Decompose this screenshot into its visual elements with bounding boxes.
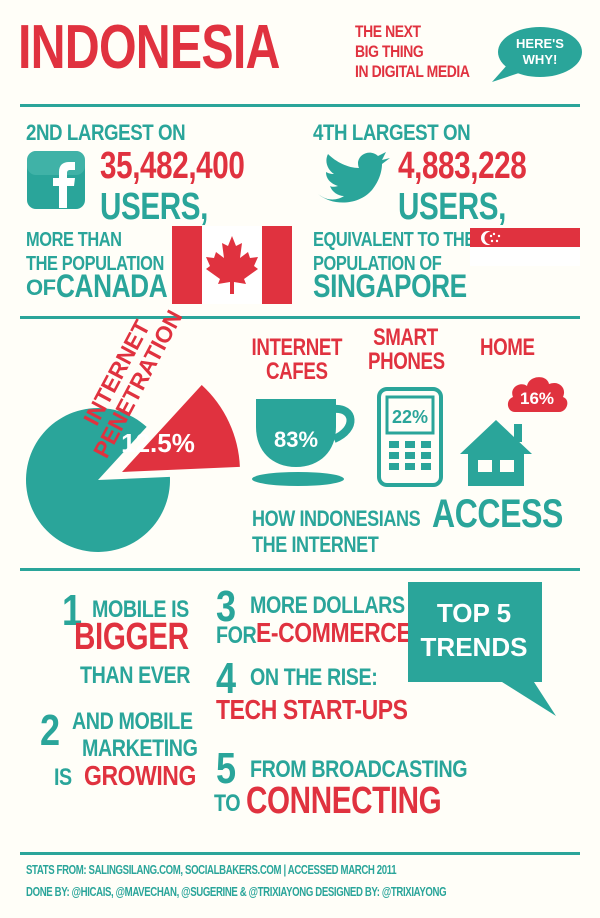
facebook-users-count: 35,482,400 xyxy=(100,145,245,187)
trend-5-line-b-prefix: TO xyxy=(214,790,241,817)
access-label-cafes-line-2: CAFES xyxy=(266,358,328,385)
access-caption: HOW INDONESIANS THE INTERNET xyxy=(252,506,421,558)
trend-3-line-b-prefix: FOR xyxy=(216,622,257,649)
trend-4-number: 4 xyxy=(216,654,236,703)
access-label-phones-line-1: SMART xyxy=(373,324,438,351)
facebook-comparison: MORE THAN THE POPULATION xyxy=(26,228,164,276)
twitter-comparison: EQUIVALENT TO THE POPULATION OF xyxy=(313,228,475,276)
access-label-home-line-1: HOME xyxy=(480,334,535,361)
facebook-icon xyxy=(27,151,85,209)
social-divider xyxy=(20,316,580,319)
access-label-cafes-line-1: INTERNET xyxy=(251,334,343,361)
internet-penetration-pie-chart: 12.5% xyxy=(26,385,240,552)
page-title: INDONESIA xyxy=(18,13,280,82)
tagline-line-2: BIG THING xyxy=(355,42,424,61)
access-value-cafes: 83% xyxy=(274,427,318,452)
trend-3-line-b: E-COMMERCE xyxy=(256,617,412,648)
trend-2-line-c-prefix: IS xyxy=(54,764,72,791)
header-divider xyxy=(20,104,580,107)
badge-line-1: TOP 5 xyxy=(437,598,511,628)
twitter-bird-icon xyxy=(318,152,390,203)
tagline: THE NEXT BIG THING IN DIGITAL MEDIA xyxy=(355,22,470,82)
access-caption-big: ACCESS xyxy=(432,492,563,536)
footer-credits: DONE BY: @HICAIS, @MAVECHAN, @SUGERINE &… xyxy=(26,884,447,899)
penetration-value: 12.5% xyxy=(121,428,195,458)
home-value-cloud-icon: 16% xyxy=(507,377,568,412)
trend-3-number: 3 xyxy=(216,582,236,631)
facebook-comparison-line-1: MORE THAN xyxy=(26,229,122,251)
tagline-line-3: IN DIGITAL MEDIA xyxy=(355,62,470,81)
twitter-rank: 4TH LARGEST ON xyxy=(313,120,471,145)
twitter-country: SINGAPORE xyxy=(313,268,467,304)
trend-2-number: 2 xyxy=(40,706,60,755)
bubble-line-1: HERE'S xyxy=(516,36,564,51)
facebook-country: CANADA xyxy=(56,268,168,304)
bubble-line-2: WHY! xyxy=(523,52,558,67)
pie-slice-penetration xyxy=(122,385,240,472)
twitter-users-count: 4,883,228 xyxy=(398,145,527,187)
trend-5-line-a: FROM BROADCASTING xyxy=(250,756,468,783)
access-label-home: HOME xyxy=(480,336,535,360)
speech-bubble-icon: HERE'S WHY! xyxy=(492,27,582,82)
top5-badge-icon: TOP 5 TRENDS xyxy=(408,582,556,716)
trend-1-line-a: MOBILE IS xyxy=(92,596,189,623)
trend-3-line-a: MORE DOLLARS xyxy=(250,592,405,619)
coffee-cup-icon: 83% xyxy=(252,399,355,486)
access-value-home: 16% xyxy=(520,389,554,408)
trend-1-line-c: THAN EVER xyxy=(80,662,191,689)
access-divider xyxy=(20,568,580,571)
trend-5-line-b: CONNECTING xyxy=(246,780,442,822)
twitter-comparison-line-2: POPULATION OF xyxy=(313,253,442,275)
trend-1-line-b: BIGGER xyxy=(74,616,189,658)
tagline-line-1: THE NEXT xyxy=(355,22,421,41)
footer-sources: STATS FROM: SALINGSILANG.COM, SOCIALBAKE… xyxy=(26,862,397,877)
canada-flag-icon xyxy=(172,226,292,304)
twitter-comparison-line-1: EQUIVALENT TO THE xyxy=(313,229,475,251)
access-label-cafes: INTERNET CAFES xyxy=(250,336,344,384)
twitter-users-label: USERS, xyxy=(398,186,507,228)
footer-divider xyxy=(20,852,580,855)
facebook-rank: 2ND LARGEST ON xyxy=(26,120,186,145)
trend-2-line-c: GROWING xyxy=(84,760,196,791)
trend-1-number: 1 xyxy=(62,586,82,635)
facebook-comparison-line-2: THE POPULATION xyxy=(26,253,164,275)
pie-slice-rest xyxy=(26,408,171,552)
access-label-phones-line-2: PHONES xyxy=(368,348,445,375)
access-value-phones: 22% xyxy=(392,407,428,427)
trend-2-line-a: AND MOBILE xyxy=(72,708,193,735)
house-icon xyxy=(460,420,532,486)
access-label-phones: SMART PHONES xyxy=(368,324,445,375)
access-caption-line-2: THE INTERNET xyxy=(252,532,379,557)
access-caption-line-1: HOW INDONESIANS xyxy=(252,506,421,531)
facebook-users-label: USERS, xyxy=(100,186,209,228)
trend-2-line-b: MARKETING xyxy=(82,735,198,762)
trend-4-line-b: TECH START-UPS xyxy=(216,694,408,725)
trend-4-line-a: ON THE RISE: xyxy=(250,664,378,691)
smartphone-icon: 22% xyxy=(377,387,443,487)
singapore-flag-icon xyxy=(470,228,580,266)
facebook-of-prefix: OF xyxy=(26,275,56,300)
badge-line-2: TRENDS xyxy=(421,632,528,662)
trend-5-number: 5 xyxy=(216,744,236,793)
